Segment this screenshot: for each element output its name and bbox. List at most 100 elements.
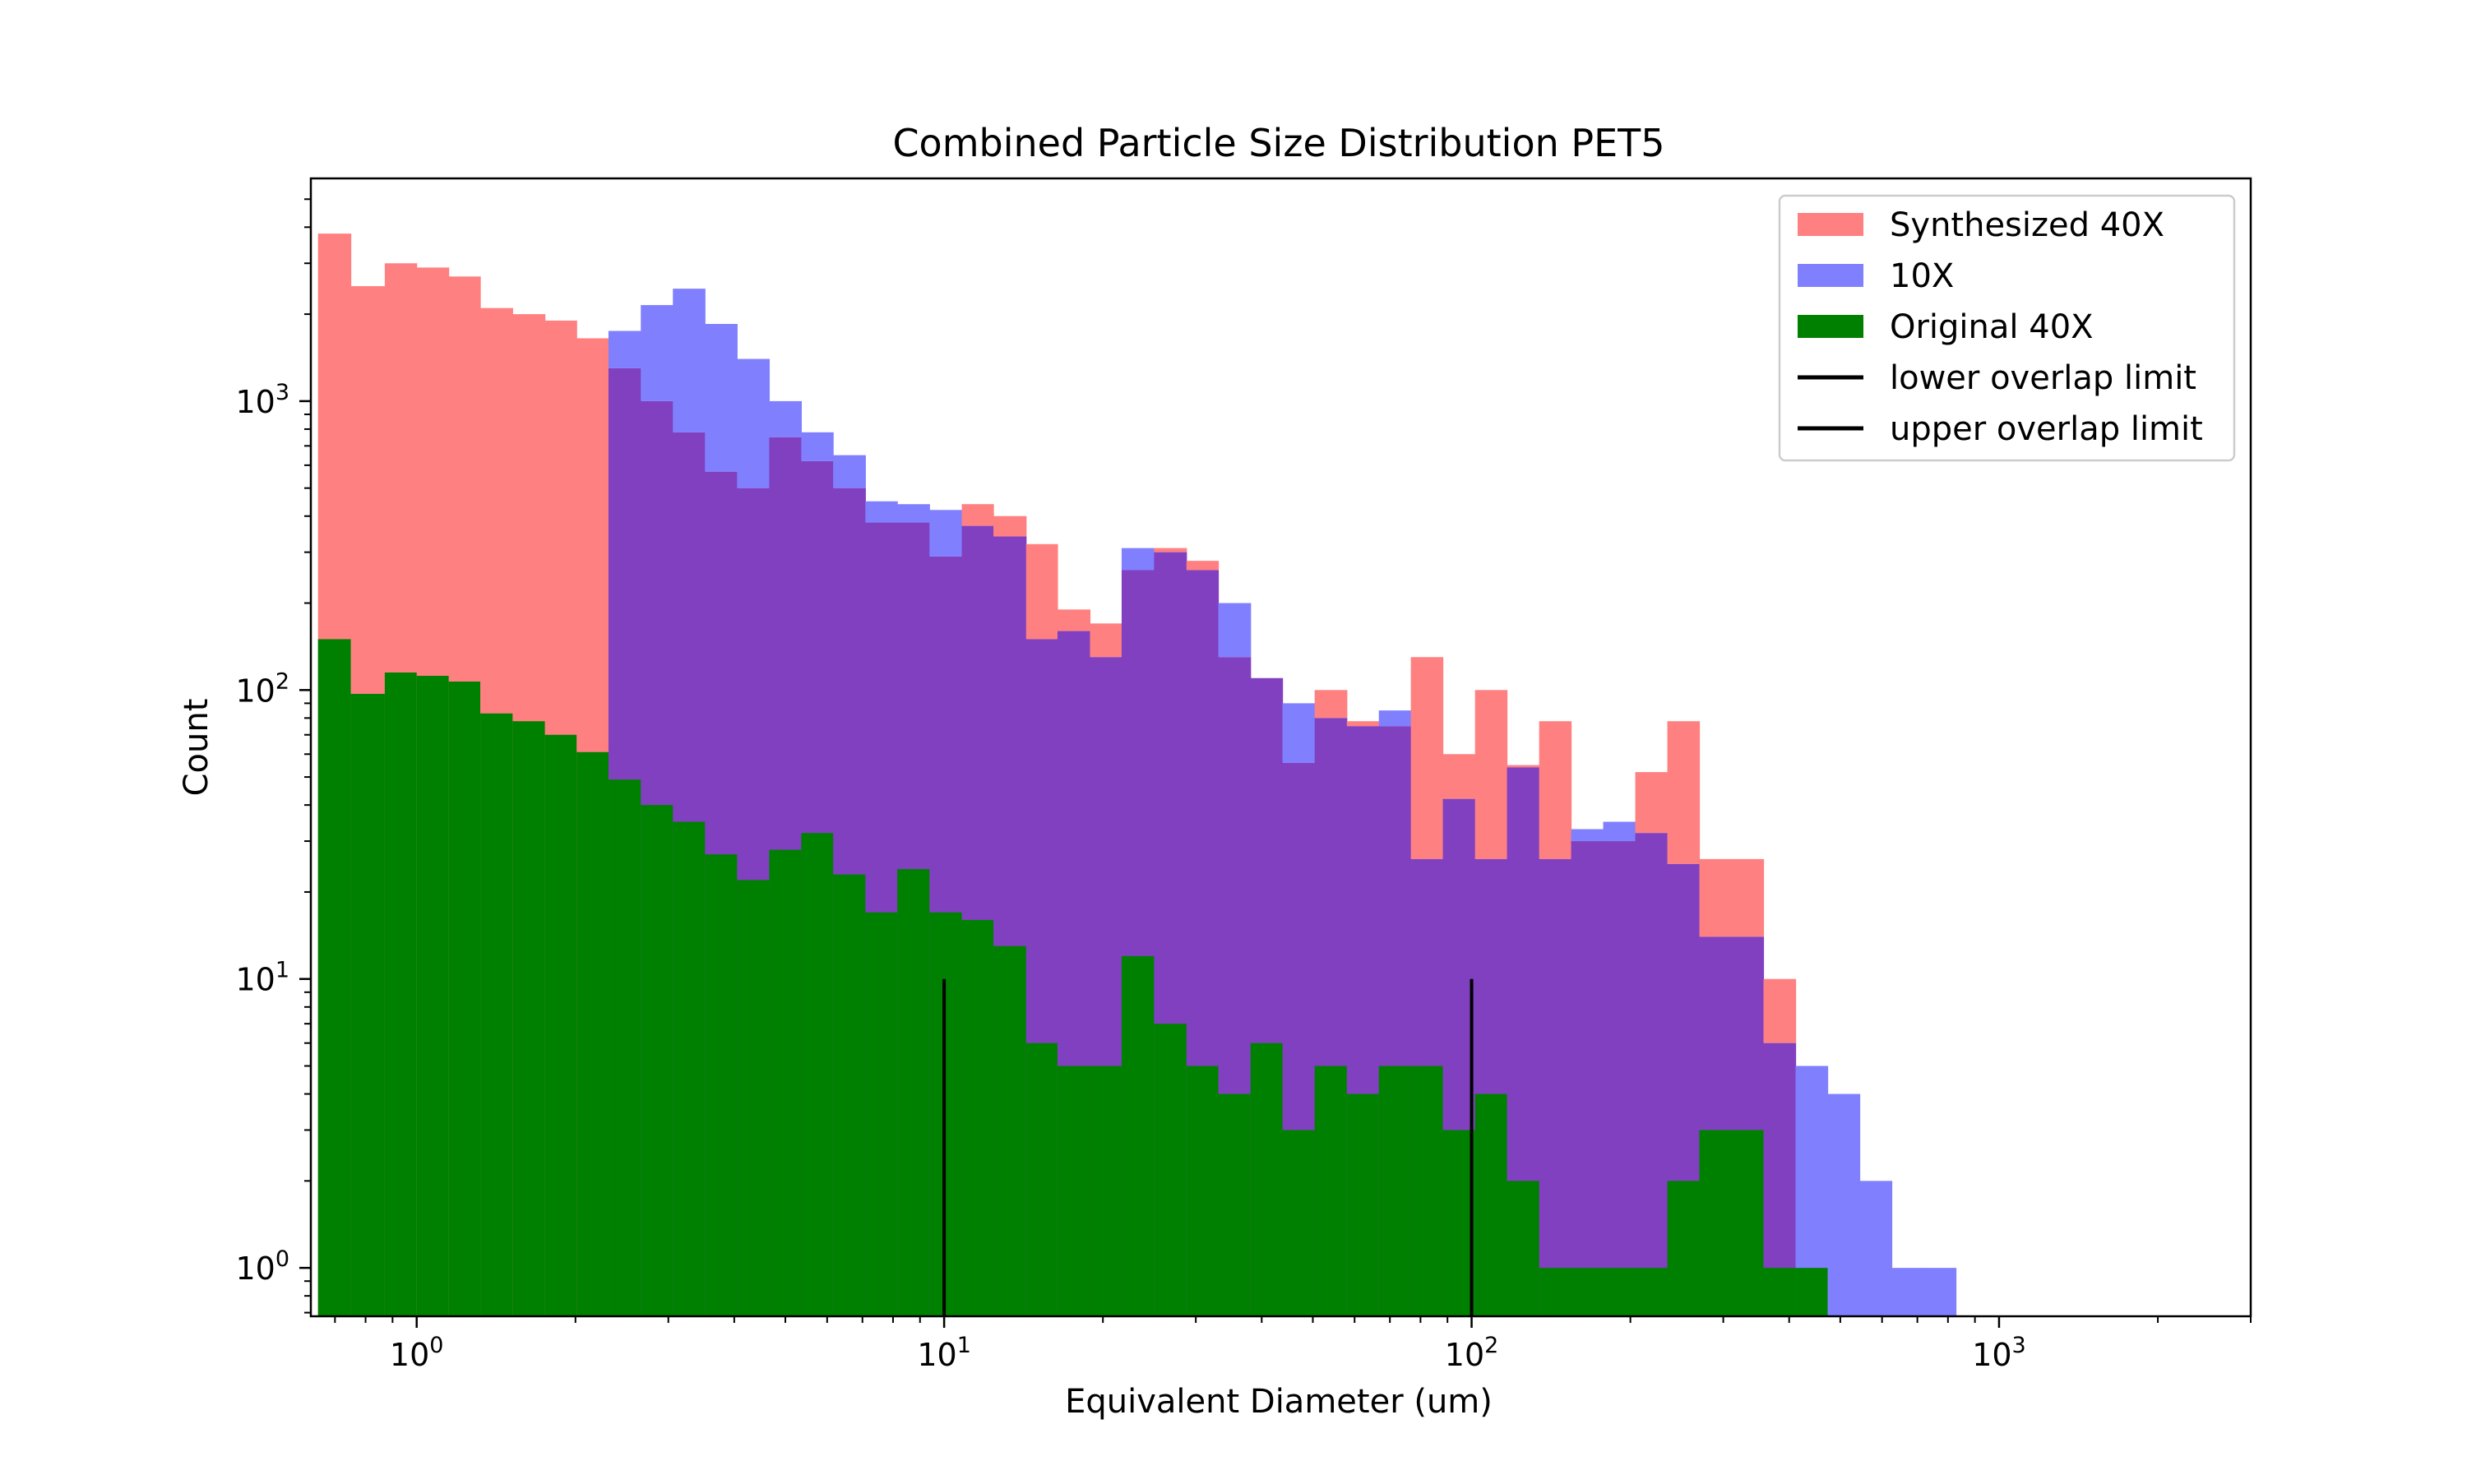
bar-10x bbox=[673, 289, 706, 432]
y-axis-ticks: 100 101 102 103 bbox=[235, 198, 311, 1314]
bar-original-40x bbox=[1603, 1268, 1636, 1316]
bar-10x bbox=[705, 324, 738, 472]
bar-original-40x bbox=[1667, 1181, 1701, 1316]
bar-original-40x bbox=[448, 681, 481, 1316]
y-tick-label: 101 bbox=[235, 958, 289, 998]
bar-10x bbox=[865, 501, 898, 523]
bar-original-40x bbox=[1635, 1268, 1669, 1316]
bar-10x bbox=[1282, 703, 1316, 763]
bar-original-40x bbox=[897, 869, 930, 1316]
bar-original-40x bbox=[1699, 1130, 1733, 1316]
bar-synthesized-40x bbox=[1635, 772, 1669, 834]
x-axis-ticks: 100 101 102 103 bbox=[334, 1316, 2252, 1373]
bar-original-40x bbox=[929, 912, 963, 1316]
bar-10x bbox=[897, 504, 930, 523]
bar-synthesized-40x bbox=[961, 504, 994, 526]
bar-original-40x bbox=[1571, 1268, 1604, 1316]
bar-original-40x bbox=[993, 945, 1027, 1316]
legend-swatch-original-40x bbox=[1798, 315, 1863, 338]
bar-original-40x bbox=[673, 821, 706, 1316]
vlines-layer bbox=[942, 978, 1474, 1316]
bar-original-40x bbox=[1539, 1268, 1572, 1316]
bar-overlap bbox=[1603, 841, 1636, 1316]
x-tick-label: 102 bbox=[1445, 1333, 1499, 1373]
bar-synthesized-40x bbox=[1763, 978, 1797, 1043]
bar-10x bbox=[1218, 603, 1252, 658]
bar-original-40x bbox=[865, 912, 898, 1316]
bar-original-40x bbox=[1057, 1066, 1091, 1316]
bar-synthesized-40x bbox=[1731, 858, 1765, 937]
bar-original-40x bbox=[480, 713, 513, 1316]
x-tick-label: 103 bbox=[1972, 1333, 2026, 1373]
bar-original-40x bbox=[1507, 1181, 1540, 1316]
bar-original-40x bbox=[1410, 1066, 1444, 1316]
bar-original-40x bbox=[801, 833, 834, 1316]
legend-label-original-40x: Original 40X bbox=[1890, 308, 2094, 346]
bar-original-40x bbox=[350, 693, 386, 1316]
bar-synthesized-40x bbox=[1346, 721, 1380, 727]
bar-synthesized-40x bbox=[1025, 543, 1058, 640]
bar-synthesized-40x bbox=[1057, 609, 1091, 631]
bar-original-40x bbox=[1474, 1093, 1508, 1316]
bar-synthesized-40x bbox=[1699, 858, 1733, 937]
bar-original-40x bbox=[384, 672, 418, 1316]
bar-overlap bbox=[1571, 841, 1604, 1316]
bar-10x bbox=[1378, 710, 1412, 727]
bar-synthesized-40x bbox=[1090, 623, 1122, 658]
y-tick-label: 102 bbox=[235, 668, 289, 709]
bar-original-40x bbox=[1282, 1130, 1316, 1316]
bar-10x bbox=[1571, 829, 1604, 842]
bar-original-40x bbox=[737, 880, 771, 1316]
legend-label-synthesized-40x: Synthesized 40X bbox=[1890, 206, 2164, 244]
legend-swatch-10x bbox=[1798, 264, 1863, 287]
bar-10x bbox=[769, 400, 803, 437]
bar-original-40x bbox=[1250, 1042, 1284, 1316]
bar-10x bbox=[1827, 1093, 1861, 1316]
bar-original-40x bbox=[1090, 1066, 1122, 1316]
bar-original-40x bbox=[1186, 1066, 1220, 1316]
bar-synthesized-40x bbox=[1539, 721, 1572, 859]
bar-original-40x bbox=[317, 639, 352, 1316]
legend-label-upper-overlap-limit: upper overlap limit bbox=[1890, 410, 2203, 448]
bar-original-40x bbox=[1763, 1268, 1797, 1316]
x-tick-label: 100 bbox=[390, 1333, 444, 1373]
bar-10x bbox=[833, 455, 866, 488]
bar-10x bbox=[1891, 1268, 1925, 1316]
bar-original-40x bbox=[1314, 1066, 1348, 1316]
bar-original-40x bbox=[608, 779, 641, 1316]
legend-frame bbox=[1778, 194, 2236, 462]
bar-10x bbox=[1859, 1181, 1893, 1316]
bar-original-40x bbox=[961, 919, 994, 1316]
bar-original-40x bbox=[1346, 1093, 1380, 1316]
y-axis-label: Count bbox=[178, 699, 215, 797]
bar-synthesized-40x bbox=[1154, 548, 1187, 552]
bar-10x bbox=[608, 331, 641, 368]
bar-overlap bbox=[1635, 833, 1669, 1316]
bar-synthesized-40x bbox=[1507, 765, 1540, 768]
x-tick-label: 101 bbox=[917, 1333, 971, 1373]
bar-10x bbox=[1923, 1268, 1957, 1316]
bar-original-40x bbox=[705, 854, 738, 1316]
legend-swatch-synthesized-40x bbox=[1798, 213, 1863, 236]
bar-original-40x bbox=[1025, 1042, 1058, 1316]
bar-synthesized-40x bbox=[1442, 754, 1476, 799]
legend-label-lower-overlap-limit: lower overlap limit bbox=[1890, 359, 2196, 397]
bar-original-40x bbox=[641, 805, 673, 1316]
bar-original-40x bbox=[1154, 1024, 1187, 1316]
legend-label-10x: 10X bbox=[1890, 257, 1954, 295]
bar-original-40x bbox=[576, 751, 609, 1316]
y-tick-label: 100 bbox=[235, 1246, 289, 1287]
chart-title: Combined Particle Size Distribution PET5 bbox=[892, 121, 1664, 165]
bar-10x bbox=[1121, 548, 1155, 571]
bar-original-40x bbox=[512, 721, 546, 1316]
bar-original-40x bbox=[833, 874, 866, 1316]
bar-original-40x bbox=[1731, 1130, 1765, 1316]
y-tick-label: 103 bbox=[235, 380, 289, 420]
bar-overlap bbox=[1539, 858, 1572, 1316]
bar-original-40x bbox=[1795, 1268, 1829, 1316]
bars-layer bbox=[317, 233, 1957, 1317]
bar-10x bbox=[801, 432, 834, 461]
legend: Synthesized 40X 10X Original 40X lower over… bbox=[1778, 194, 2236, 462]
